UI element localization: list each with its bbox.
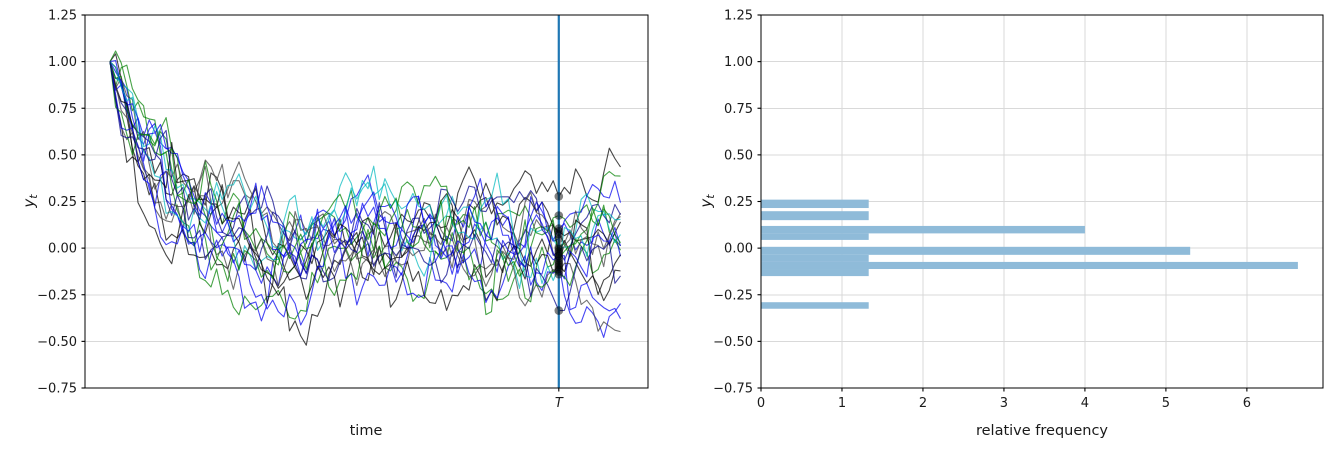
frequency-bar bbox=[761, 302, 869, 309]
y-tick-label: 0.50 bbox=[724, 148, 753, 163]
x-tick-label-T: T bbox=[555, 396, 564, 411]
ar1-path bbox=[109, 50, 621, 303]
y-tick-label: 1.00 bbox=[48, 55, 77, 70]
observation-dot bbox=[554, 306, 564, 315]
y-tick-label: −0.75 bbox=[713, 382, 753, 397]
frequency-bar bbox=[761, 199, 869, 209]
x-tick-label: 3 bbox=[1000, 396, 1008, 411]
x-tick-label: 2 bbox=[919, 396, 927, 411]
ylabel-yt-left: yt bbox=[20, 194, 40, 207]
ylabel-sub: t bbox=[27, 194, 40, 199]
ar1-path bbox=[109, 53, 621, 346]
x-tick-label: 4 bbox=[1081, 396, 1089, 411]
y-tick-label: 1.25 bbox=[724, 9, 753, 24]
y-tick-label: 1.00 bbox=[724, 55, 753, 70]
ar1-path bbox=[109, 61, 622, 298]
y-tick-label: −0.50 bbox=[713, 335, 753, 350]
frequency-bar bbox=[761, 246, 1191, 255]
ylabel-sub: t bbox=[704, 194, 717, 199]
ar1-path bbox=[109, 61, 621, 338]
ar1-path bbox=[109, 61, 621, 312]
y-tick-label: −0.25 bbox=[37, 288, 77, 303]
observation-dot bbox=[554, 234, 564, 244]
ar1-path bbox=[109, 61, 621, 316]
frequency-bar bbox=[761, 269, 869, 277]
ar1-path bbox=[109, 61, 621, 281]
frequency-bar bbox=[761, 211, 869, 221]
y-tick-label: 0.75 bbox=[48, 102, 77, 117]
y-tick-label: 0.00 bbox=[724, 242, 753, 257]
ar1-path bbox=[109, 61, 622, 322]
x-tick-label: 1 bbox=[838, 396, 846, 411]
y-tick-label: 0.25 bbox=[724, 195, 753, 210]
y-tick-label: 0.00 bbox=[48, 242, 77, 257]
x-tick-label: 6 bbox=[1243, 396, 1251, 411]
x-tick-label: 5 bbox=[1162, 396, 1170, 411]
ar1-path bbox=[109, 61, 622, 292]
ylabel-yt-right: yt bbox=[697, 194, 717, 207]
ar1-path bbox=[109, 61, 621, 283]
frequency-bar bbox=[761, 254, 869, 262]
x-tick-label: 0 bbox=[757, 396, 765, 411]
frequency-bar bbox=[761, 225, 1085, 234]
ylabel-main: y bbox=[697, 198, 715, 208]
ar1-path bbox=[109, 61, 621, 311]
observation-dot bbox=[554, 269, 564, 279]
timeseries-axes: 1.25 1.00 0.75 0.50 0.25 0.00 −0.25 −0.50 −0.75 T bbox=[37, 9, 649, 411]
xlabel-relative-frequency: relative frequency bbox=[975, 423, 1109, 439]
histogram-axes: 1.25 1.00 0.75 0.50 0.25 0.00 −0.25 −0.50 −0.75 0… bbox=[713, 9, 1324, 411]
y-tick-label: −0.75 bbox=[37, 382, 77, 397]
y-tick-label: 0.25 bbox=[48, 195, 77, 210]
y-tick-label: −0.25 bbox=[713, 288, 753, 303]
ylabel-main: y bbox=[20, 198, 38, 208]
y-tick-label: 0.75 bbox=[724, 102, 753, 117]
ar1-path bbox=[109, 61, 621, 333]
y-tick-label: 1.25 bbox=[48, 9, 77, 24]
xlabel-time: time bbox=[349, 423, 383, 439]
observation-dot bbox=[554, 211, 564, 220]
observation-dot bbox=[554, 192, 564, 201]
frequency-bar bbox=[761, 233, 869, 240]
frequency-bar bbox=[761, 261, 1298, 270]
y-tick-label: −0.50 bbox=[37, 335, 77, 350]
y-tick-label: 0.50 bbox=[48, 148, 77, 163]
